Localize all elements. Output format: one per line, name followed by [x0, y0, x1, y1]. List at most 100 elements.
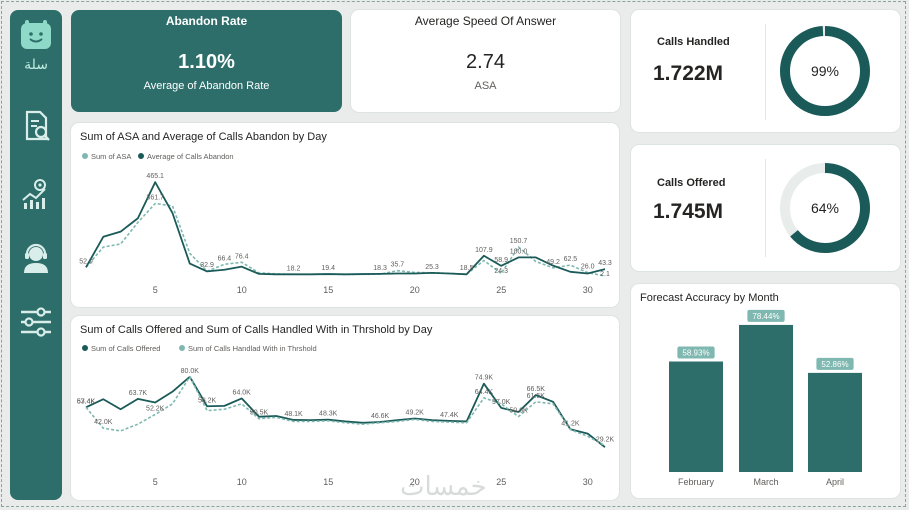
data-label: 25.3 [425, 264, 439, 271]
sidebar: سلة [10, 10, 62, 500]
data-label: 43.3 [598, 260, 612, 267]
legend-marker [82, 153, 88, 159]
calls-handled-card[interactable]: Calls Handled 1.722M 99% [631, 10, 900, 132]
calls-offered-gauge-label: 64% [811, 200, 839, 216]
legend-label: Sum of ASA [91, 152, 131, 161]
data-label: 24.3 [494, 268, 508, 275]
data-label: 80.0K [181, 368, 200, 375]
data-label: 50.5K [250, 410, 269, 417]
x-tick-label: 25 [496, 477, 506, 487]
data-label: 32.9 [200, 262, 214, 269]
bar-value-badge [747, 309, 785, 322]
data-label: 35.7 [391, 262, 405, 269]
data-label: 18.3 [373, 265, 387, 272]
data-label: 49.2K [406, 409, 425, 416]
data-label: 62.5 [564, 256, 578, 263]
brand-logo[interactable]: سلة [19, 20, 53, 76]
asa-abandon-chart-card[interactable]: Sum of ASA and Average of Calls Abandon … [71, 123, 619, 307]
gauge-fill [780, 163, 870, 253]
data-label: 26.0 [581, 264, 595, 271]
calls-handled-gauge: 99% [780, 26, 870, 116]
category-label: March [753, 477, 778, 487]
data-label: 74.9K [475, 375, 494, 382]
x-tick-label: 25 [496, 285, 506, 295]
bar-value-label: 52.86% [821, 360, 848, 369]
data-label: 19.4 [321, 265, 335, 272]
x-tick-label: 10 [237, 285, 247, 295]
category-label: April [826, 477, 844, 487]
asa-card[interactable]: Average Speed Of Answer 2.74 ASA [351, 10, 620, 112]
calls-offered-divider [765, 159, 766, 257]
forecast-bar-chart: 58.93% February 78.44% March 52.86% April [669, 309, 862, 487]
gauge-fill [780, 26, 870, 116]
bar [669, 361, 723, 472]
data-label: 41.2K [561, 420, 580, 427]
forecast-accuracy-card[interactable]: Forecast Accuracy by Month 58.93% Februar… [631, 284, 900, 498]
data-label: 57.0K [492, 399, 511, 406]
calls-handled-divider [765, 24, 766, 120]
calls-offered-value: 1.745M [653, 200, 724, 223]
category-label: February [678, 477, 715, 487]
data-label: 58.9 [494, 257, 508, 264]
legend-label: Sum of Calls Handlad With in Thrshold [188, 344, 317, 353]
bar-value-label: 58.93% [682, 349, 709, 358]
data-label: 52.0 [79, 258, 93, 265]
bar-value-label: 78.44% [752, 312, 779, 321]
abandon-rate-card[interactable]: Abandon Rate 1.10% Average of Abandon Ra… [71, 10, 342, 112]
data-label: 2.1 [600, 271, 610, 278]
data-label: 76.4 [235, 253, 249, 260]
document-search-icon[interactable] [18, 108, 54, 144]
calls-handled-gauge-label: 99% [811, 63, 839, 79]
chart-title: Sum of ASA and Average of Calls Abandon … [80, 131, 327, 143]
legend-marker [82, 345, 88, 351]
x-tick-label: 5 [153, 285, 158, 295]
x-tick-label: 20 [410, 285, 420, 295]
abandon-rate-title: Abandon Rate [165, 14, 248, 28]
calls-offered-gauge: 64% [780, 163, 870, 253]
calls-handled-value: 1.722M [653, 62, 724, 85]
asa-value: 2.74 [466, 51, 505, 73]
data-label: 42.0K [94, 419, 113, 426]
x-tick-label: 30 [583, 477, 593, 487]
bar [739, 324, 793, 472]
calls-offered-label: Calls Offered [657, 177, 726, 189]
legend-marker [138, 153, 144, 159]
x-tick-label: 15 [323, 285, 333, 295]
data-label: 64.4K [475, 389, 494, 396]
brand-logo-text: سلة [24, 57, 48, 73]
data-label: 66.5K [527, 386, 546, 393]
data-label: 18.5 [460, 265, 474, 272]
asa-subtitle: ASA [474, 80, 497, 92]
bar-value-badge [816, 357, 854, 370]
data-label: 100.0 [510, 248, 528, 255]
calls-offered-card[interactable]: Calls Offered 1.745M 64% [631, 145, 900, 271]
data-label: 64.0K [233, 389, 252, 396]
support-agent-icon[interactable] [18, 240, 54, 276]
calls-line-chart: Sum of Calls Offered Sum of Calls Handlad… [77, 344, 615, 487]
data-label: 48.1K [284, 411, 303, 418]
bar [808, 372, 862, 472]
data-label: 49.2 [546, 259, 560, 266]
series-line [85, 375, 606, 447]
calls-handled-label: Calls Handled [657, 36, 730, 48]
settings-sliders-icon[interactable] [18, 304, 54, 340]
calls-offered-handled-chart-card[interactable]: Sum of Calls Offered and Sum of Calls Ha… [71, 316, 619, 500]
data-label: 61.5K [527, 393, 546, 400]
data-label: 107.9 [475, 247, 493, 254]
analytics-gear-icon[interactable] [18, 176, 54, 212]
legend-label: Average of Calls Abandon [147, 152, 234, 161]
chart-title: Forecast Accuracy by Month [640, 292, 779, 304]
data-label: 150.7 [510, 238, 528, 245]
data-label: 57.4K [77, 398, 96, 405]
data-label: 58.2K [198, 397, 217, 404]
data-label: 18.2 [287, 265, 301, 272]
data-label: 29.2K [596, 437, 615, 444]
data-label: 361.7 [146, 194, 164, 201]
x-tick-label: 30 [583, 285, 593, 295]
data-label: 50.6K [509, 408, 528, 415]
data-label: 465.1 [146, 173, 164, 180]
data-label: 52.2K [146, 405, 165, 412]
data-label: 48.3K [319, 411, 338, 418]
x-tick-label: 20 [410, 477, 420, 487]
